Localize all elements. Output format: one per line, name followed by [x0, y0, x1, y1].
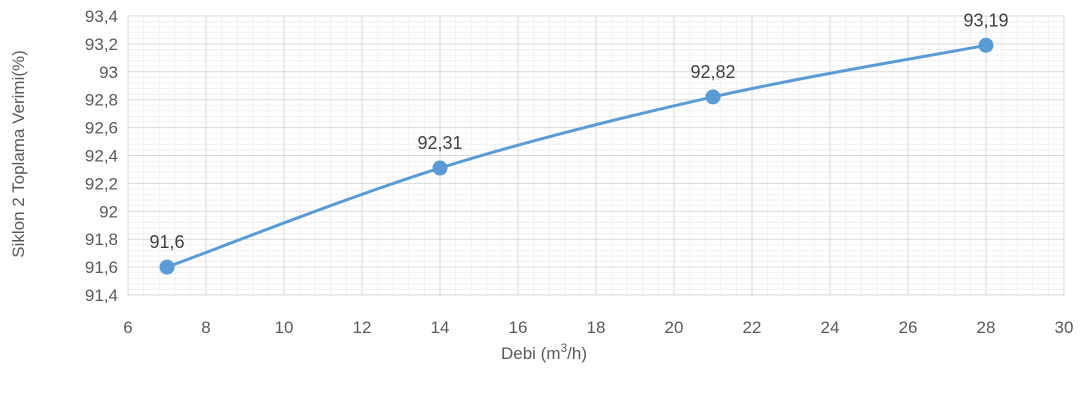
data-label: 92,31 — [417, 133, 462, 153]
y-tick-label: 92,4 — [85, 147, 118, 166]
x-tick-label: 6 — [123, 318, 132, 337]
y-tick-label: 91,6 — [85, 258, 118, 277]
x-axis-title-superscript: 3 — [560, 341, 567, 355]
x-tick-label: 26 — [899, 318, 918, 337]
y-tick-label: 91,4 — [85, 286, 118, 305]
x-tick-label: 12 — [353, 318, 372, 337]
x-tick-label: 18 — [587, 318, 606, 337]
x-tick-label: 24 — [821, 318, 840, 337]
x-tick-label: 22 — [743, 318, 762, 337]
y-tick-label: 91,8 — [85, 230, 118, 249]
x-axis-title-tail: /h) — [567, 344, 587, 363]
y-tick-label: 92,8 — [85, 91, 118, 110]
x-tick-label: 28 — [977, 318, 996, 337]
y-tick-label: 93,2 — [85, 35, 118, 54]
y-tick-labels: 91,4 91,6 91,8 92 92,2 92,4 92,6 92,8 93 93,2 93,4 — [85, 7, 118, 305]
data-label: 91,6 — [149, 232, 184, 252]
x-axis-title: Debi (m3/h) — [501, 341, 587, 363]
y-tick-label: 92,2 — [85, 174, 118, 193]
x-tick-labels: 6 8 10 12 14 16 18 20 22 24 26 28 30 — [123, 318, 1073, 337]
x-axis-title-main: Debi (m — [501, 344, 561, 363]
y-tick-label: 92,6 — [85, 119, 118, 138]
data-labels: 91,6 92,31 92,82 93,19 — [149, 10, 1008, 252]
x-tick-label: 14 — [431, 318, 450, 337]
data-point — [978, 37, 994, 53]
x-tick-label: 10 — [275, 318, 294, 337]
x-tick-label: 20 — [665, 318, 684, 337]
major-gridlines — [127, 15, 1065, 296]
y-tick-label: 93,4 — [85, 7, 118, 26]
x-tick-label: 16 — [509, 318, 528, 337]
series-line — [165, 43, 988, 269]
data-point — [705, 89, 721, 105]
data-point — [159, 259, 175, 275]
data-point — [432, 160, 448, 176]
data-label: 92,82 — [690, 62, 735, 82]
y-tick-label: 92 — [99, 202, 118, 221]
y-axis-title: Siklon 2 Toplama Verimi(%) — [9, 50, 28, 258]
x-tick-label: 8 — [201, 318, 210, 337]
y-tick-label: 93 — [99, 63, 118, 82]
series-layer — [159, 37, 994, 275]
data-label: 93,19 — [963, 10, 1008, 30]
x-tick-label: 30 — [1055, 318, 1074, 337]
